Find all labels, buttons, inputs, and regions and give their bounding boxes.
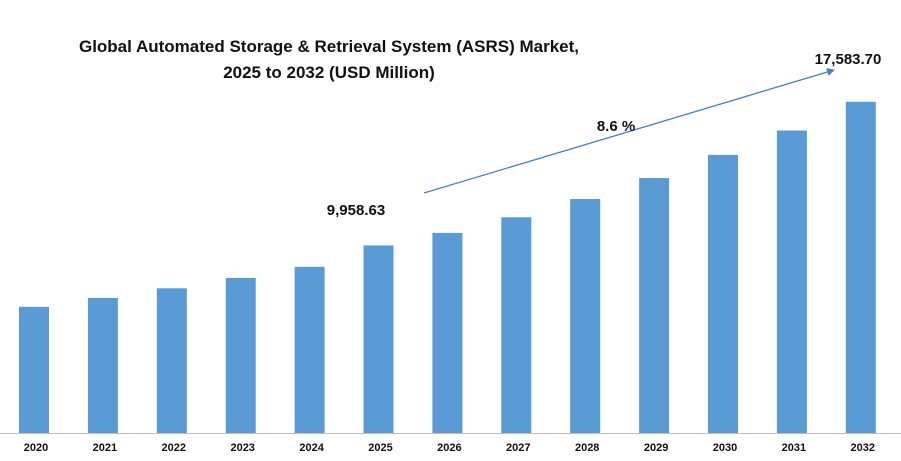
- bar-2021: [87, 297, 118, 433]
- bar-2026: [432, 232, 463, 433]
- bar-2027: [501, 217, 532, 433]
- x-tick-2020: 2020: [24, 442, 48, 454]
- bar-2022: [156, 288, 187, 433]
- bar-2031: [776, 130, 807, 433]
- start-value-label: 9,958.63: [327, 202, 385, 219]
- x-tick-2025: 2025: [368, 442, 392, 454]
- x-tick-2023: 2023: [230, 442, 254, 454]
- chart-title-line2: 2025 to 2032 (USD Million): [223, 63, 435, 82]
- x-tick-2030: 2030: [713, 442, 737, 454]
- chart-title-line1: Global Automated Storage & Retrieval Sys…: [79, 37, 579, 56]
- cagr-arrow: [423, 68, 835, 194]
- x-tick-2021: 2021: [93, 442, 117, 454]
- bar-2024: [294, 266, 325, 433]
- x-tick-2032: 2032: [851, 442, 875, 454]
- bar-2025: [363, 245, 394, 433]
- x-tick-2029: 2029: [644, 442, 668, 454]
- bar-2030: [708, 154, 738, 433]
- bar-2020: [19, 306, 49, 433]
- x-tick-2024: 2024: [299, 442, 324, 454]
- x-tick-labels: 2020 2021 2022 2023 2024 2025 2026 2027 2028 2029…: [24, 442, 875, 454]
- x-tick-2028: 2028: [575, 442, 599, 454]
- cagr-label: 8.6 %: [597, 118, 635, 135]
- bar-2032: [845, 101, 876, 434]
- x-tick-2027: 2027: [506, 442, 530, 454]
- bar-2023: [225, 278, 256, 433]
- x-tick-2022: 2022: [162, 442, 186, 454]
- bar-2029: [639, 178, 670, 433]
- end-value-label: 17,583.70: [815, 51, 882, 68]
- x-tick-2026: 2026: [437, 442, 461, 454]
- bar-2028: [570, 199, 601, 433]
- bars-group: [19, 101, 876, 434]
- x-tick-2031: 2031: [782, 442, 806, 454]
